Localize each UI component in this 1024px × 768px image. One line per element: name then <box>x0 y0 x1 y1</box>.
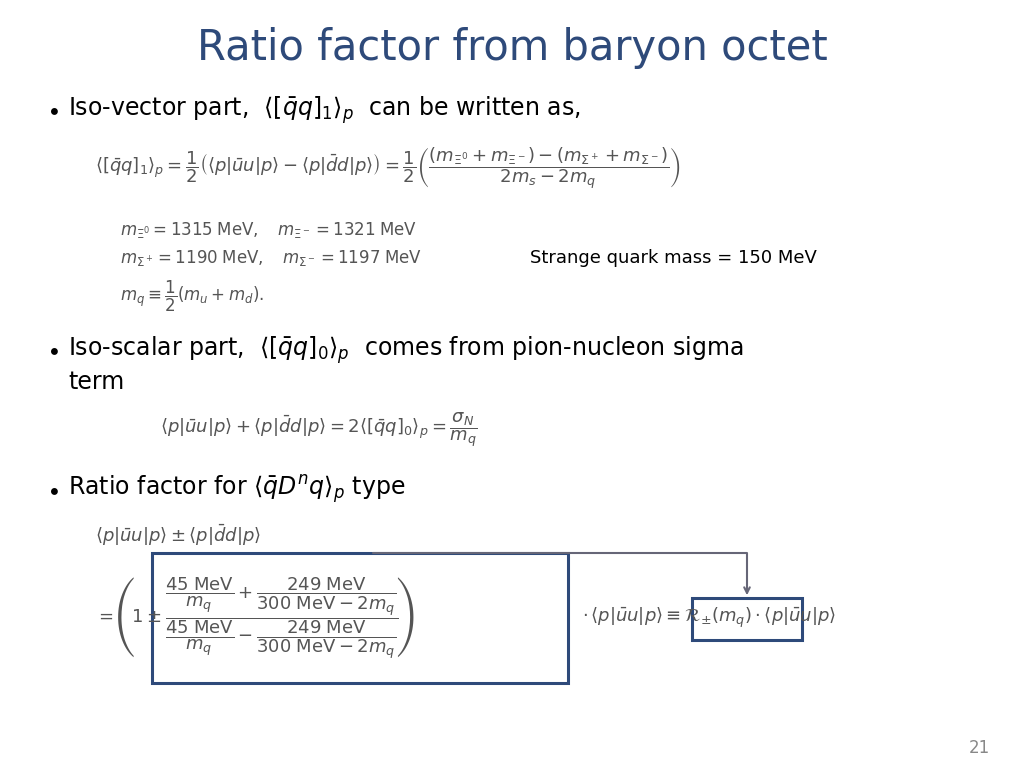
Text: Strange quark mass = 150 MeV: Strange quark mass = 150 MeV <box>530 249 817 267</box>
Bar <box>152 553 568 683</box>
Text: $\bullet$: $\bullet$ <box>46 338 58 362</box>
Text: $\bullet$: $\bullet$ <box>46 478 58 502</box>
Text: $\langle p|\bar{u}u|p\rangle + \langle p|\bar{d}d|p\rangle = 2\langle[\bar{q}q]_: $\langle p|\bar{u}u|p\rangle + \langle p… <box>160 411 478 449</box>
Text: $\bullet$: $\bullet$ <box>46 98 58 122</box>
Text: $m_{\Xi^0} = 1315\;\text{MeV},\quad m_{\Xi^-} = 1321\;\text{MeV}$: $m_{\Xi^0} = 1315\;\text{MeV},\quad m_{\… <box>120 220 417 240</box>
Text: Ratio factor for $\langle\bar{q}D^n q\rangle_p$ type: Ratio factor for $\langle\bar{q}D^n q\ra… <box>68 474 406 506</box>
Text: Ratio factor from baryon octet: Ratio factor from baryon octet <box>197 27 827 69</box>
Text: $\langle p|\bar{u}u|p\rangle \pm \langle p|\bar{d}d|p\rangle$: $\langle p|\bar{u}u|p\rangle \pm \langle… <box>95 522 261 548</box>
Text: Iso-vector part,  $\langle[\bar{q}q]_1\rangle_p$  can be written as,: Iso-vector part, $\langle[\bar{q}q]_1\ra… <box>68 94 581 126</box>
Text: $\cdot\,\langle p|\bar{u}u|p\rangle \equiv \mathcal{R}_{\pm}(m_q)\cdot\langle p|: $\cdot\,\langle p|\bar{u}u|p\rangle \equ… <box>582 606 837 630</box>
Text: 21: 21 <box>969 739 990 757</box>
Text: $m_q \equiv \dfrac{1}{2}(m_u + m_d).$: $m_q \equiv \dfrac{1}{2}(m_u + m_d).$ <box>120 278 264 313</box>
Bar <box>692 598 802 640</box>
Text: term: term <box>68 370 124 394</box>
Text: $\langle[\bar{q}q]_1\rangle_p = \dfrac{1}{2}\left(\langle p|\bar{u}u|p\rangle - : $\langle[\bar{q}q]_1\rangle_p = \dfrac{1… <box>95 145 681 191</box>
Text: $m_{\Sigma^+} = 1190\;\text{MeV},\quad m_{\Sigma^-} = 1197\;\text{MeV}$: $m_{\Sigma^+} = 1190\;\text{MeV},\quad m… <box>120 248 422 268</box>
Text: $=\!\left(\!1\pm\dfrac{\dfrac{45\;\text{MeV}}{m_q}+\dfrac{249\;\text{MeV}}{300\;: $=\!\left(\!1\pm\dfrac{\dfrac{45\;\text{… <box>95 575 415 660</box>
Text: Iso-scalar part,  $\langle[\bar{q}q]_0\rangle_p$  comes from pion-nucleon sigma: Iso-scalar part, $\langle[\bar{q}q]_0\ra… <box>68 334 743 366</box>
